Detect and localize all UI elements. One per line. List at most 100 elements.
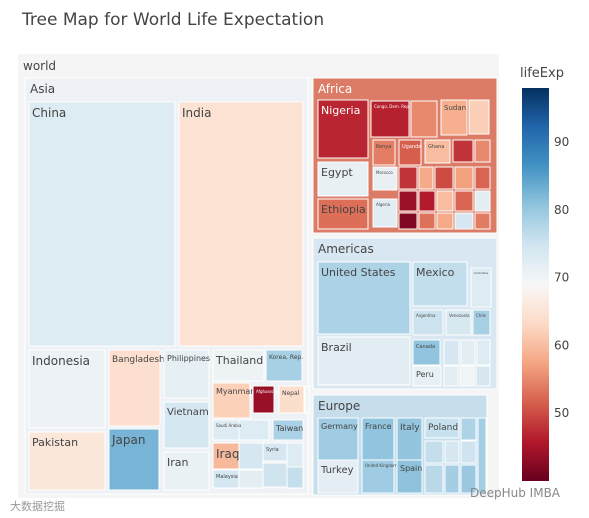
country-rect[interactable] — [361, 417, 395, 461]
country-rect[interactable] — [178, 101, 304, 347]
country-rect[interactable] — [412, 309, 444, 336]
country-rect[interactable] — [440, 99, 468, 136]
country-tile[interactable]: Iraq — [212, 442, 240, 470]
country-tile[interactable]: Saudi Arabia — [212, 419, 242, 441]
country-rect[interactable] — [163, 401, 210, 449]
country-tile[interactable]: Ghana — [424, 139, 451, 164]
country-tile[interactable]: Mexico — [412, 261, 468, 307]
country-tile-unlabeled[interactable] — [460, 440, 477, 464]
country-tile[interactable]: Syria — [262, 442, 288, 462]
country-tile-unlabeled[interactable] — [424, 464, 444, 494]
country-rect[interactable] — [108, 428, 160, 491]
country-tile[interactable]: Italy — [396, 417, 423, 461]
country-tile[interactable]: Uganda — [398, 139, 422, 166]
country-tile-unlabeled[interactable] — [304, 385, 310, 414]
country-rect[interactable] — [396, 417, 423, 461]
country-tile-unlabeled[interactable] — [436, 212, 454, 230]
continent-americas[interactable]: Americas United States Mexico Brazil Argenti… — [312, 237, 498, 390]
country-tile[interactable]: India — [178, 101, 304, 347]
country-rect[interactable] — [262, 442, 288, 462]
country-rect[interactable] — [265, 349, 303, 382]
country-rect[interactable] — [163, 451, 210, 491]
country-tile[interactable]: Egypt — [317, 161, 369, 197]
country-tile[interactable]: Turkey — [317, 459, 359, 494]
country-tile[interactable]: Korea, Rep. — [265, 349, 303, 382]
country-rect[interactable] — [445, 309, 472, 336]
country-tile-unlabeled[interactable] — [398, 212, 418, 230]
country-tile-unlabeled[interactable] — [418, 166, 434, 190]
country-tile-unlabeled[interactable] — [262, 462, 288, 488]
country-tile-unlabeled[interactable] — [474, 139, 491, 163]
country-tile[interactable]: Vietnam — [163, 401, 210, 449]
country-tile[interactable]: Philippines — [163, 349, 210, 399]
country-tile[interactable]: Peru — [412, 365, 442, 387]
country-tile-unlabeled[interactable] — [460, 339, 476, 366]
country-tile[interactable]: Afghanistan — [252, 385, 280, 414]
country-tile[interactable]: France — [361, 417, 395, 461]
country-tile[interactable]: Malaysia — [212, 469, 240, 489]
country-tile-unlabeled[interactable] — [436, 190, 454, 212]
country-tile-unlabeled[interactable] — [238, 442, 264, 470]
country-tile[interactable]: Venezuela — [445, 309, 472, 336]
country-rect[interactable] — [212, 419, 240, 441]
country-tile-unlabeled[interactable] — [459, 365, 475, 387]
country-tile[interactable]: Myanmar — [212, 382, 254, 419]
country-rect[interactable] — [212, 442, 240, 470]
country-tile[interactable]: United States — [317, 261, 411, 335]
country-tile[interactable]: Morocco — [372, 166, 398, 191]
country-tile-unlabeled[interactable] — [460, 417, 477, 441]
country-rect[interactable] — [370, 100, 410, 138]
country-tile-unlabeled[interactable] — [452, 139, 474, 163]
country-tile-unlabeled[interactable] — [474, 190, 491, 212]
country-rect[interactable] — [317, 161, 369, 197]
country-rect[interactable] — [317, 99, 369, 159]
country-rect[interactable] — [278, 385, 305, 414]
country-rect[interactable] — [28, 101, 176, 347]
country-tile-unlabeled[interactable] — [444, 464, 460, 494]
country-rect[interactable] — [317, 261, 411, 335]
country-tile[interactable]: Nepal — [278, 385, 305, 414]
country-tile[interactable]: Ethiopia — [317, 198, 369, 230]
country-tile-unlabeled[interactable] — [238, 419, 270, 441]
country-tile[interactable]: Iran — [163, 451, 210, 491]
country-tile-unlabeled[interactable] — [454, 212, 474, 230]
country-rect[interactable] — [412, 339, 441, 366]
country-tile[interactable]: Kenya — [372, 139, 396, 166]
country-tile[interactable]: Sudan — [440, 99, 468, 136]
country-tile[interactable]: Indonesia — [28, 349, 106, 429]
country-tile-unlabeled[interactable] — [475, 365, 491, 387]
country-rect[interactable] — [424, 417, 460, 439]
country-tile[interactable]: Pakistan — [28, 431, 106, 491]
country-tile[interactable]: Germany — [317, 417, 359, 461]
country-tile-unlabeled[interactable] — [474, 212, 491, 230]
country-rect[interactable] — [412, 261, 468, 307]
country-tile[interactable]: Bangladesh — [108, 349, 165, 427]
country-rect[interactable] — [28, 349, 106, 429]
country-rect[interactable] — [470, 267, 492, 308]
country-tile-unlabeled[interactable] — [424, 440, 444, 464]
country-rect[interactable] — [424, 139, 451, 164]
country-tile-unlabeled[interactable] — [443, 365, 459, 387]
country-tile-unlabeled[interactable] — [474, 166, 491, 190]
country-tile[interactable]: Japan — [108, 428, 160, 491]
country-tile[interactable]: Algeria — [372, 198, 398, 228]
country-tile-unlabeled[interactable] — [477, 417, 487, 494]
country-tile[interactable]: Nigeria — [317, 99, 369, 159]
continent-africa[interactable]: Africa Nigeria Congo, Dem. Rep. Sudan Egypt E… — [312, 77, 498, 234]
country-tile-unlabeled[interactable] — [444, 440, 460, 464]
country-tile[interactable]: Canada — [412, 339, 441, 366]
country-tile[interactable]: Argentina — [412, 309, 444, 336]
country-rect[interactable] — [212, 349, 265, 382]
country-rect[interactable] — [28, 431, 106, 491]
country-tile-unlabeled[interactable] — [398, 166, 418, 190]
country-rect[interactable] — [317, 336, 411, 386]
country-rect[interactable] — [361, 459, 395, 494]
country-tile[interactable]: Congo, Dem. Rep. — [370, 100, 410, 138]
country-rect[interactable] — [163, 349, 210, 399]
country-tile-unlabeled[interactable] — [398, 190, 418, 212]
country-tile-unlabeled[interactable] — [286, 466, 304, 489]
country-rect[interactable] — [317, 417, 359, 461]
country-rect[interactable] — [372, 198, 398, 228]
country-tile[interactable]: Chile — [472, 309, 491, 336]
country-tile-unlabeled[interactable] — [476, 339, 491, 366]
